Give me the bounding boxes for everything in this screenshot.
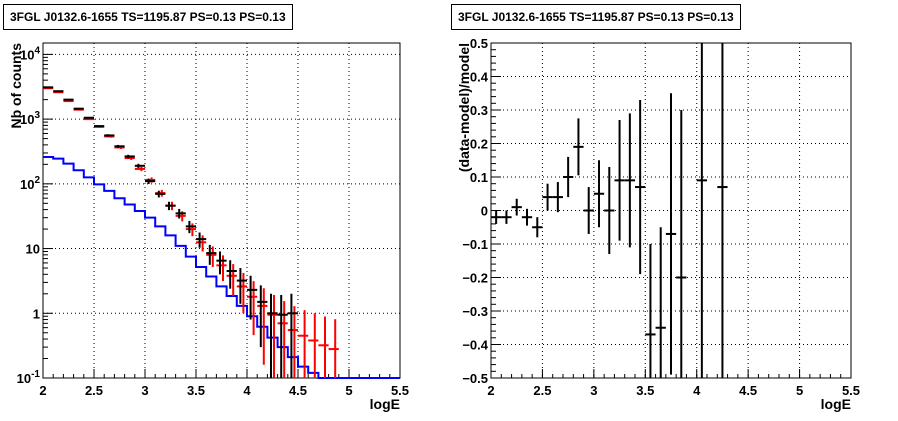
right-y-tick-label: −0.3 (462, 304, 488, 319)
left-x-tick-label: 2.5 (85, 383, 103, 398)
left-x-axis-label: logE (370, 396, 400, 412)
right-y-tick-label: −0.4 (462, 338, 488, 353)
left-y-tick-label: 104 (20, 45, 40, 62)
left-x-tick-label: 2 (39, 383, 46, 398)
left-y-axis-label: Nb of counts (8, 43, 24, 129)
left-x-tick-label: 5 (345, 383, 352, 398)
left-y-tick-label: 1 (33, 306, 40, 321)
right-x-tick-label: 2.5 (533, 383, 551, 398)
right-y-tick-label: 0.5 (470, 36, 488, 51)
model-step-line (43, 155, 400, 379)
right-x-tick-label: 4.5 (739, 383, 757, 398)
left-x-tick-label: 5.5 (391, 383, 409, 398)
right-x-tick-label: 3 (590, 383, 597, 398)
right-y-axis-label: (data-model)/model (456, 43, 472, 172)
right-x-tick-label: 4 (693, 383, 701, 398)
right-y-tick-label: 0.3 (470, 103, 488, 118)
left-plot-frame (42, 42, 401, 379)
right-y-tick-label: 0.4 (470, 70, 489, 85)
right-x-tick-label: 5.5 (842, 383, 860, 398)
right-y-tick-label: 0.2 (470, 137, 488, 152)
right-y-tick-label: −0.2 (462, 271, 488, 286)
left-x-tick-label: 4.5 (289, 383, 307, 398)
left-chart-title: 3FGL J0132.6-1655 TS=1195.87 PS=0.13 PS=… (3, 4, 293, 30)
right-y-tick-label: 0 (481, 204, 488, 219)
left-x-tick-label: 3 (141, 383, 148, 398)
right-x-axis-label: logE (821, 396, 851, 412)
right-y-tick-label: 0.1 (470, 170, 488, 185)
left-x-tick-label: 3.5 (187, 383, 205, 398)
right-x-tick-label: 5 (796, 383, 803, 398)
left-y-tick-label: 10 (26, 242, 40, 257)
left-y-tick-label: 102 (20, 175, 40, 192)
right-chart-title: 3FGL J0132.6-1655 TS=1195.87 PS=0.13 PS=… (451, 4, 741, 30)
left-y-tick-label: 103 (20, 110, 40, 127)
left-x-tick-label: 4 (243, 383, 251, 398)
left-y-tick-label: 10-1 (17, 369, 41, 386)
right-x-tick-label: 3.5 (636, 383, 654, 398)
right-y-tick-label: −0.1 (462, 237, 488, 252)
right-plot: 2 2.5 3 3.5 4 4.5 5 5.5 −0.5 −0.4 −0.3 −0.2 −0.1 0 0.1… (456, 36, 860, 412)
right-y-tick-label: −0.5 (462, 371, 488, 386)
right-x-tick-label: 2 (487, 383, 494, 398)
